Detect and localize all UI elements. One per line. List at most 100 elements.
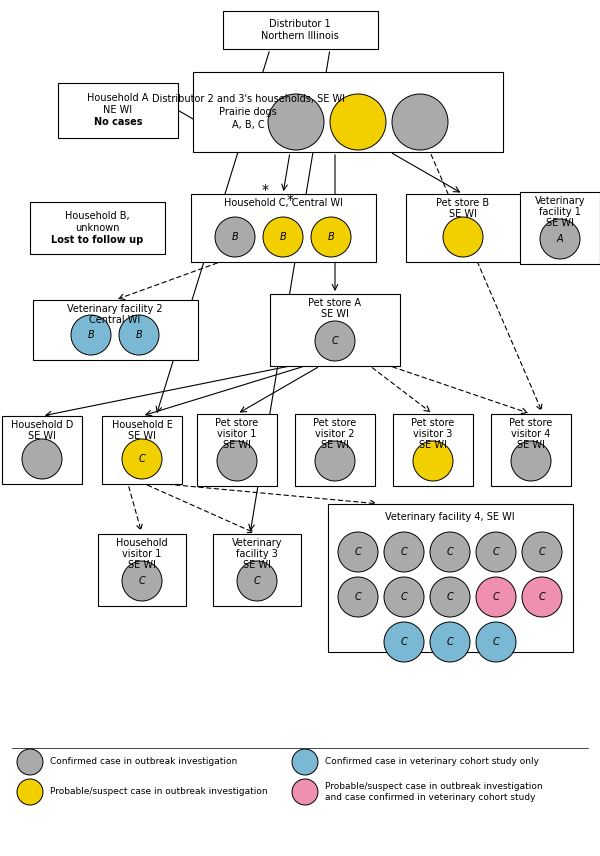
Text: Household A: Household A bbox=[88, 93, 149, 103]
Text: A: A bbox=[557, 234, 563, 244]
Text: SE WI: SE WI bbox=[546, 218, 574, 228]
Text: visitor 3: visitor 3 bbox=[413, 429, 452, 439]
Circle shape bbox=[215, 217, 255, 257]
Text: B: B bbox=[232, 232, 238, 242]
Circle shape bbox=[338, 577, 378, 617]
Circle shape bbox=[292, 749, 318, 775]
Text: Pet store: Pet store bbox=[509, 418, 553, 428]
Text: B: B bbox=[328, 232, 334, 242]
Text: SE WI: SE WI bbox=[128, 431, 156, 441]
Text: C: C bbox=[493, 637, 499, 647]
Circle shape bbox=[430, 622, 470, 662]
FancyBboxPatch shape bbox=[223, 11, 377, 49]
Text: SE WI: SE WI bbox=[321, 440, 349, 450]
Text: C: C bbox=[446, 547, 454, 557]
Text: Household D: Household D bbox=[11, 420, 73, 430]
Text: NE WI: NE WI bbox=[103, 105, 133, 115]
FancyBboxPatch shape bbox=[98, 534, 186, 606]
Text: facility 1: facility 1 bbox=[539, 207, 581, 217]
Text: unknown: unknown bbox=[75, 223, 119, 233]
Circle shape bbox=[71, 315, 111, 355]
Circle shape bbox=[511, 441, 551, 481]
Circle shape bbox=[237, 561, 277, 601]
Text: Household B,: Household B, bbox=[65, 211, 130, 221]
Circle shape bbox=[119, 315, 159, 355]
Text: C: C bbox=[493, 547, 499, 557]
Text: Distributor 1: Distributor 1 bbox=[269, 19, 331, 29]
FancyBboxPatch shape bbox=[32, 300, 197, 360]
FancyBboxPatch shape bbox=[58, 82, 178, 138]
Text: Central WI: Central WI bbox=[89, 315, 140, 325]
Text: Probable/suspect case in outbreak investigation
and case confirmed in veterinary: Probable/suspect case in outbreak invest… bbox=[325, 782, 542, 802]
FancyBboxPatch shape bbox=[2, 416, 82, 484]
Text: Confirmed case in veterinary cohort study only: Confirmed case in veterinary cohort stud… bbox=[325, 758, 539, 766]
Text: Pet store B: Pet store B bbox=[436, 198, 490, 208]
Text: *: * bbox=[262, 183, 269, 197]
Text: B: B bbox=[280, 232, 286, 242]
Text: SE WI: SE WI bbox=[128, 560, 156, 570]
Circle shape bbox=[522, 532, 562, 572]
Circle shape bbox=[384, 532, 424, 572]
FancyBboxPatch shape bbox=[102, 416, 182, 484]
Circle shape bbox=[292, 779, 318, 805]
FancyBboxPatch shape bbox=[270, 294, 400, 366]
Text: C: C bbox=[539, 547, 545, 557]
FancyBboxPatch shape bbox=[520, 192, 600, 264]
Circle shape bbox=[413, 441, 453, 481]
FancyBboxPatch shape bbox=[295, 414, 375, 486]
Circle shape bbox=[263, 217, 303, 257]
Text: visitor 2: visitor 2 bbox=[315, 429, 355, 439]
Text: C: C bbox=[493, 592, 499, 602]
Text: Household C, Central WI: Household C, Central WI bbox=[223, 198, 343, 208]
Circle shape bbox=[522, 577, 562, 617]
Text: facility 3: facility 3 bbox=[236, 549, 278, 559]
Circle shape bbox=[430, 532, 470, 572]
Circle shape bbox=[384, 622, 424, 662]
Text: C: C bbox=[332, 336, 338, 346]
Text: SE WI: SE WI bbox=[517, 440, 545, 450]
Text: Pet store A: Pet store A bbox=[308, 298, 361, 308]
Text: C: C bbox=[139, 454, 145, 464]
Text: *: * bbox=[287, 193, 293, 207]
Text: Veterinary facility 4, SE WI: Veterinary facility 4, SE WI bbox=[385, 512, 515, 522]
Circle shape bbox=[311, 217, 351, 257]
Circle shape bbox=[217, 441, 257, 481]
Text: Distributor 2 and 3's households, SE WI: Distributor 2 and 3's households, SE WI bbox=[151, 94, 344, 104]
FancyBboxPatch shape bbox=[193, 72, 503, 152]
Text: Pet store: Pet store bbox=[412, 418, 455, 428]
Circle shape bbox=[338, 532, 378, 572]
Text: SE WI: SE WI bbox=[449, 209, 477, 219]
FancyBboxPatch shape bbox=[191, 194, 376, 262]
Text: visitor 1: visitor 1 bbox=[217, 429, 257, 439]
Text: Pet store: Pet store bbox=[215, 418, 259, 428]
Circle shape bbox=[17, 779, 43, 805]
Circle shape bbox=[17, 749, 43, 775]
Text: A, B, C: A, B, C bbox=[232, 120, 265, 130]
Text: visitor 4: visitor 4 bbox=[511, 429, 551, 439]
Circle shape bbox=[392, 94, 448, 150]
Text: C: C bbox=[355, 592, 361, 602]
Text: SE WI: SE WI bbox=[321, 309, 349, 319]
Text: Probable/suspect case in outbreak investigation: Probable/suspect case in outbreak invest… bbox=[50, 788, 268, 796]
Text: Prairie dogs: Prairie dogs bbox=[219, 107, 277, 117]
Text: C: C bbox=[401, 547, 407, 557]
Text: C: C bbox=[254, 576, 260, 586]
FancyBboxPatch shape bbox=[406, 194, 521, 262]
Text: Veterinary facility 2: Veterinary facility 2 bbox=[67, 304, 163, 314]
Text: visitor 1: visitor 1 bbox=[122, 549, 161, 559]
Circle shape bbox=[430, 577, 470, 617]
Text: SE WI: SE WI bbox=[223, 440, 251, 450]
Text: B: B bbox=[88, 330, 94, 340]
Circle shape bbox=[476, 577, 516, 617]
Text: C: C bbox=[401, 592, 407, 602]
FancyBboxPatch shape bbox=[29, 202, 164, 254]
Circle shape bbox=[122, 561, 162, 601]
Text: Northern Illinois: Northern Illinois bbox=[261, 31, 339, 41]
FancyBboxPatch shape bbox=[491, 414, 571, 486]
Text: No cases: No cases bbox=[94, 117, 142, 127]
FancyBboxPatch shape bbox=[213, 534, 301, 606]
Circle shape bbox=[384, 577, 424, 617]
Text: C: C bbox=[446, 637, 454, 647]
Text: C: C bbox=[401, 637, 407, 647]
Text: C: C bbox=[355, 547, 361, 557]
